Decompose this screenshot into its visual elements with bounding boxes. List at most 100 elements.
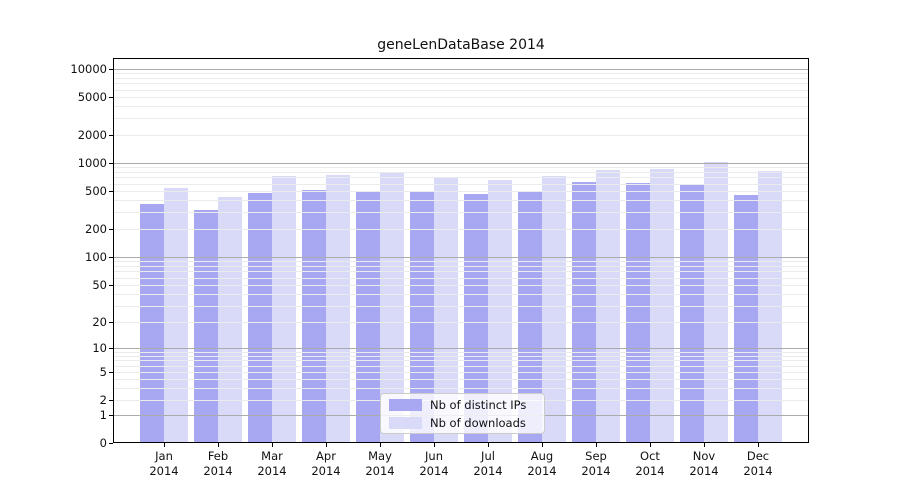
bar-nb-of-downloads-feb	[218, 196, 242, 443]
x-tick-mark	[704, 443, 705, 447]
y-tick-mark	[109, 135, 113, 136]
x-tick-month: Sep	[585, 449, 607, 463]
x-tick-year: 2014	[311, 464, 341, 478]
y-tick-label: 2000	[77, 127, 107, 142]
x-tick-label: Dec 2014	[731, 449, 785, 479]
y-tick-mark	[109, 229, 113, 230]
bar-nb-of-downloads-dec	[758, 171, 782, 443]
y-tick-label: 10	[92, 340, 107, 355]
bar-nb-of-downloads-apr	[326, 174, 350, 443]
bar-nb-of-distinct-ips-nov	[680, 184, 704, 443]
y-tick-label: 2	[99, 392, 107, 407]
y-tick-mark	[109, 163, 113, 164]
x-tick-month: Aug	[530, 449, 554, 463]
x-tick-label: Mar 2014	[245, 449, 299, 479]
bar-nb-of-distinct-ips-mar	[248, 192, 272, 443]
x-tick-label: Apr 2014	[299, 449, 353, 479]
minor-gridline	[113, 89, 809, 91]
x-tick-mark	[380, 443, 381, 447]
major-gridline	[113, 257, 809, 258]
bar-nb-of-downloads-aug	[542, 175, 566, 443]
y-tick-mark	[109, 415, 113, 416]
x-tick-mark	[650, 443, 651, 447]
minor-gridline	[113, 271, 809, 273]
y-tick-label: 500	[85, 183, 107, 198]
bar-nb-of-downloads-mar	[272, 175, 296, 443]
legend-label: Nb of downloads	[430, 415, 526, 430]
minor-gridline	[113, 118, 809, 120]
y-tick-label: 5000	[77, 89, 107, 104]
x-tick-year: 2014	[473, 464, 503, 478]
x-tick-year: 2014	[527, 464, 557, 478]
bar-nb-of-distinct-ips-dec	[734, 194, 758, 443]
x-tick-month: Apr	[316, 449, 336, 463]
minor-gridline	[113, 322, 809, 323]
x-tick-month: Jul	[481, 449, 495, 463]
minor-gridline	[113, 200, 809, 202]
legend-label: Nb of distinct IPs	[430, 397, 527, 412]
x-tick-year: 2014	[257, 464, 287, 478]
minor-gridline	[113, 378, 809, 380]
y-tick-label: 1	[99, 407, 107, 422]
x-tick-mark	[542, 443, 543, 447]
y-tick-mark	[109, 348, 113, 349]
x-tick-month: Oct	[640, 449, 660, 463]
x-tick-year: 2014	[365, 464, 395, 478]
y-tick-mark	[109, 69, 113, 70]
x-tick-label: Feb 2014	[191, 449, 245, 479]
y-tick-label: 0	[99, 435, 107, 450]
minor-gridline	[113, 97, 809, 98]
y-tick-label: 200	[85, 221, 107, 236]
legend-swatch-distinct-ips	[389, 398, 422, 411]
y-tick-mark	[109, 97, 113, 98]
y-tick-label: 50	[92, 277, 107, 292]
y-tick-label: 100	[85, 249, 107, 264]
bar-nb-of-distinct-ips-apr	[302, 189, 326, 443]
x-tick-year: 2014	[419, 464, 449, 478]
x-tick-mark	[218, 443, 219, 447]
x-tick-year: 2014	[581, 464, 611, 478]
minor-gridline	[113, 294, 809, 295]
minor-gridline	[113, 78, 809, 79]
y-tick-mark	[109, 257, 113, 258]
x-tick-label: Nov 2014	[677, 449, 731, 479]
x-tick-month: Jun	[425, 449, 443, 463]
plot-area	[113, 58, 809, 443]
x-tick-month: Mar	[261, 449, 283, 463]
x-tick-month: Nov	[692, 449, 716, 463]
minor-gridline	[113, 365, 809, 367]
minor-gridline	[113, 372, 809, 373]
minor-gridline	[113, 229, 809, 230]
bar-nb-of-distinct-ips-feb	[194, 209, 218, 443]
x-tick-label: Aug 2014	[515, 449, 569, 479]
minor-gridline	[113, 212, 809, 214]
minor-gridline	[113, 285, 809, 286]
legend-entry: Nb of distinct IPs	[389, 398, 536, 412]
x-tick-label: Jan 2014	[137, 449, 191, 479]
major-gridline	[113, 69, 809, 70]
x-tick-year: 2014	[689, 464, 719, 478]
y-tick-mark	[109, 191, 113, 192]
bar-nb-of-distinct-ips-oct	[626, 182, 650, 443]
y-tick-label: 20	[92, 314, 107, 329]
major-gridline	[113, 348, 809, 349]
y-tick-mark	[109, 443, 113, 444]
y-tick-mark	[109, 285, 113, 286]
x-tick-label: Jul 2014	[461, 449, 515, 479]
bar-nb-of-downloads-nov	[704, 162, 728, 443]
minor-gridline	[113, 387, 809, 389]
minor-gridline	[113, 106, 809, 108]
minor-gridline	[113, 360, 809, 362]
minor-gridline	[113, 261, 809, 263]
minor-gridline	[113, 355, 809, 357]
x-tick-month: May	[368, 449, 392, 463]
x-tick-mark	[272, 443, 273, 447]
chart-title: geneLenDataBase 2014	[377, 37, 545, 53]
x-tick-month: Dec	[746, 449, 770, 463]
x-tick-mark	[596, 443, 597, 447]
y-tick-mark	[109, 322, 113, 323]
minor-gridline	[113, 172, 809, 173]
minor-gridline	[113, 266, 809, 267]
y-tick-mark	[109, 372, 113, 373]
